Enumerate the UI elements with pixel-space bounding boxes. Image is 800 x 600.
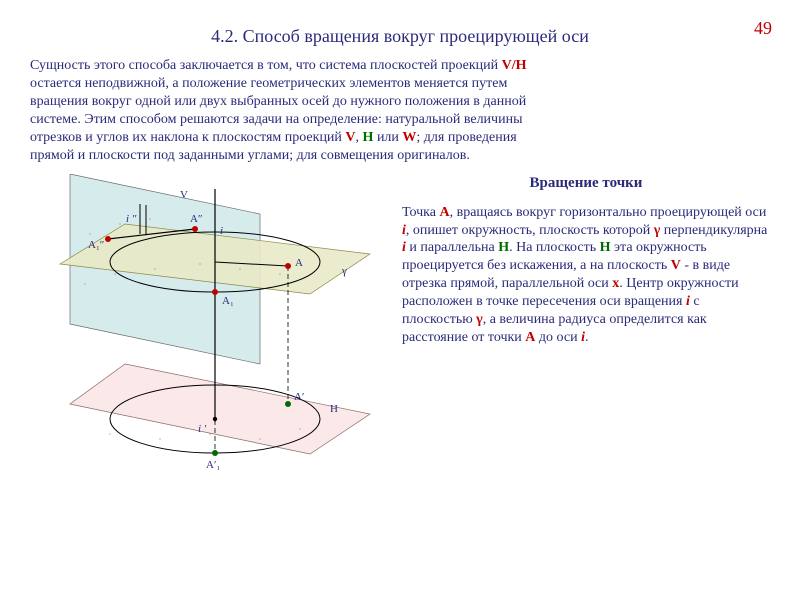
label-H: H [330,403,338,415]
label-A1-prime: Аʹ₁ [206,459,220,471]
label-A: А [295,257,303,269]
point-A-prime [285,401,291,407]
label-i: i [220,225,223,237]
point-A1-prime [212,450,218,456]
label-V: V [180,189,188,201]
label-A1: А₁ [222,295,234,307]
label-gamma: γ [341,265,347,277]
subheading: Вращение точки [402,174,770,193]
label-A-prime: Аʹ [294,391,304,403]
page-number: 49 [754,18,772,39]
label-A-dblprime: Аʺ [190,213,202,225]
body-row: V H γ i i ʺ i ʹ А А₁ Аʺ А₁ʺ Аʹ Аʹ₁ Враще… [30,174,770,514]
page: 49 4.2. Способ вращения вокруг проецирую… [0,0,800,600]
point-A-dblprime [192,226,198,232]
label-A1-dblprime: А₁ʺ [88,239,104,251]
rotation-diagram: V H γ i i ʺ i ʹ А А₁ Аʺ А₁ʺ Аʹ Аʹ₁ [30,174,390,514]
figure: V H γ i i ʺ i ʹ А А₁ Аʺ А₁ʺ Аʹ Аʹ₁ [30,174,390,514]
text-column: Вращение точки Точка А, вращаясь вокруг … [390,174,770,514]
label-i-dblprime: i ʺ [126,213,137,225]
i-prime-point [213,417,217,421]
label-i-prime: i ʹ [198,423,207,435]
intro-paragraph: Сущность этого способа заключается в том… [30,57,770,164]
point-A1 [212,289,218,295]
point-A [285,263,291,269]
page-title: 4.2. Способ вращения вокруг проецирующей… [30,26,770,47]
point-A1-dblprime [105,236,111,242]
body-paragraph: Точка А, вращаясь вокруг горизонтально п… [402,204,770,347]
intro-text: Сущность этого способа заключается в том… [30,58,527,163]
